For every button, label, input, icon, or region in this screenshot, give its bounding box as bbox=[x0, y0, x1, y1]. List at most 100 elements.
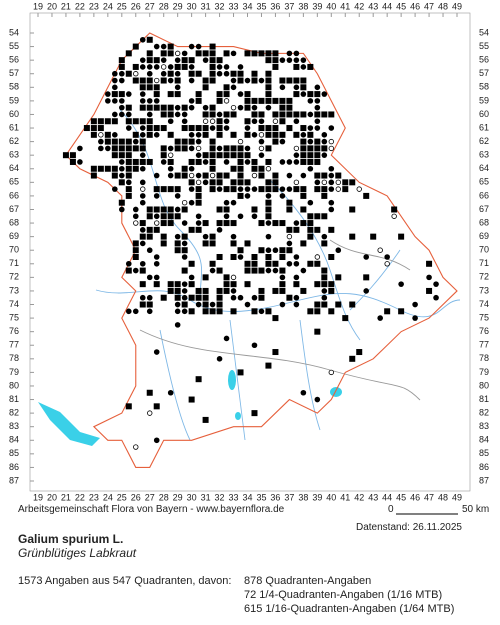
marker bbox=[328, 145, 334, 152]
marker bbox=[174, 322, 181, 328]
marker bbox=[202, 84, 209, 91]
marker bbox=[188, 179, 195, 186]
marker bbox=[174, 206, 181, 213]
marker bbox=[265, 50, 272, 57]
marker bbox=[223, 111, 230, 118]
marker bbox=[181, 104, 188, 111]
row-label: 75 bbox=[479, 312, 489, 322]
row-label: 69 bbox=[9, 231, 19, 241]
marker bbox=[132, 63, 139, 70]
marker bbox=[223, 70, 230, 77]
row-label: 70 bbox=[9, 245, 19, 255]
marker bbox=[181, 220, 188, 226]
marker bbox=[195, 186, 202, 193]
marker bbox=[279, 301, 286, 308]
row-label: 57 bbox=[9, 68, 19, 78]
marker bbox=[174, 70, 181, 77]
species-name: Galium spurium L. bbox=[18, 532, 123, 546]
marker bbox=[195, 50, 202, 57]
marker bbox=[174, 84, 181, 91]
marker bbox=[244, 97, 251, 104]
marker bbox=[139, 77, 146, 84]
marker bbox=[258, 287, 265, 294]
column-label: 19 bbox=[33, 492, 43, 502]
marker bbox=[146, 77, 153, 84]
marker bbox=[132, 138, 139, 145]
marker bbox=[188, 165, 195, 172]
column-label: 22 bbox=[75, 492, 85, 502]
marker bbox=[314, 328, 321, 335]
marker bbox=[153, 213, 160, 220]
marker bbox=[139, 98, 146, 104]
column-label: 25 bbox=[117, 1, 127, 11]
marker bbox=[181, 240, 188, 247]
marker bbox=[195, 132, 202, 138]
marker bbox=[181, 281, 188, 287]
marker bbox=[139, 294, 146, 301]
marker bbox=[272, 125, 279, 132]
marker bbox=[286, 247, 293, 254]
column-label: 29 bbox=[173, 1, 183, 11]
marker bbox=[300, 84, 307, 91]
row-label: 58 bbox=[9, 82, 19, 92]
marker bbox=[202, 416, 209, 423]
marker bbox=[154, 220, 160, 226]
marker bbox=[300, 158, 307, 165]
marker bbox=[202, 131, 209, 138]
column-label: 45 bbox=[396, 492, 406, 502]
marker bbox=[160, 70, 167, 77]
marker bbox=[195, 213, 202, 220]
marker bbox=[328, 206, 335, 213]
marker bbox=[216, 131, 223, 138]
marker bbox=[307, 145, 314, 152]
column-label: 44 bbox=[382, 492, 392, 502]
marker bbox=[167, 111, 174, 118]
marker bbox=[237, 172, 244, 179]
marker bbox=[321, 294, 328, 301]
marker bbox=[216, 97, 223, 104]
marker bbox=[258, 77, 265, 84]
marker bbox=[272, 220, 279, 227]
marker bbox=[314, 172, 321, 179]
marker bbox=[230, 308, 237, 315]
marker bbox=[216, 118, 223, 125]
marker bbox=[209, 111, 216, 118]
marker bbox=[195, 97, 202, 104]
row-label: 59 bbox=[479, 95, 489, 105]
row-label: 58 bbox=[479, 82, 489, 92]
marker bbox=[223, 84, 230, 91]
row-label: 78 bbox=[479, 353, 489, 363]
marker bbox=[153, 64, 160, 70]
marker bbox=[125, 158, 132, 165]
marker bbox=[202, 172, 209, 179]
row-label: 61 bbox=[9, 122, 19, 132]
marker bbox=[167, 186, 174, 193]
region-border bbox=[139, 329, 421, 401]
row-label: 82 bbox=[479, 407, 489, 417]
marker bbox=[153, 98, 160, 104]
marker bbox=[328, 226, 335, 233]
column-label: 47 bbox=[424, 1, 434, 11]
marker bbox=[216, 57, 223, 64]
marker bbox=[237, 369, 244, 376]
marker bbox=[188, 308, 195, 315]
marker bbox=[230, 50, 237, 57]
marker bbox=[111, 165, 118, 172]
column-label: 46 bbox=[410, 492, 420, 502]
marker bbox=[181, 206, 188, 213]
column-label: 38 bbox=[298, 492, 308, 502]
marker bbox=[328, 179, 335, 186]
marker bbox=[153, 254, 160, 260]
marker bbox=[328, 138, 334, 145]
marker bbox=[125, 172, 132, 179]
column-label: 39 bbox=[312, 492, 322, 502]
scale-start: 0 bbox=[388, 504, 394, 515]
marker bbox=[181, 50, 188, 57]
marker bbox=[314, 104, 321, 111]
marker bbox=[300, 206, 307, 213]
row-label: 66 bbox=[479, 190, 489, 200]
marker bbox=[314, 158, 321, 165]
marker bbox=[167, 281, 174, 288]
marker bbox=[188, 186, 195, 192]
marker bbox=[300, 172, 307, 179]
